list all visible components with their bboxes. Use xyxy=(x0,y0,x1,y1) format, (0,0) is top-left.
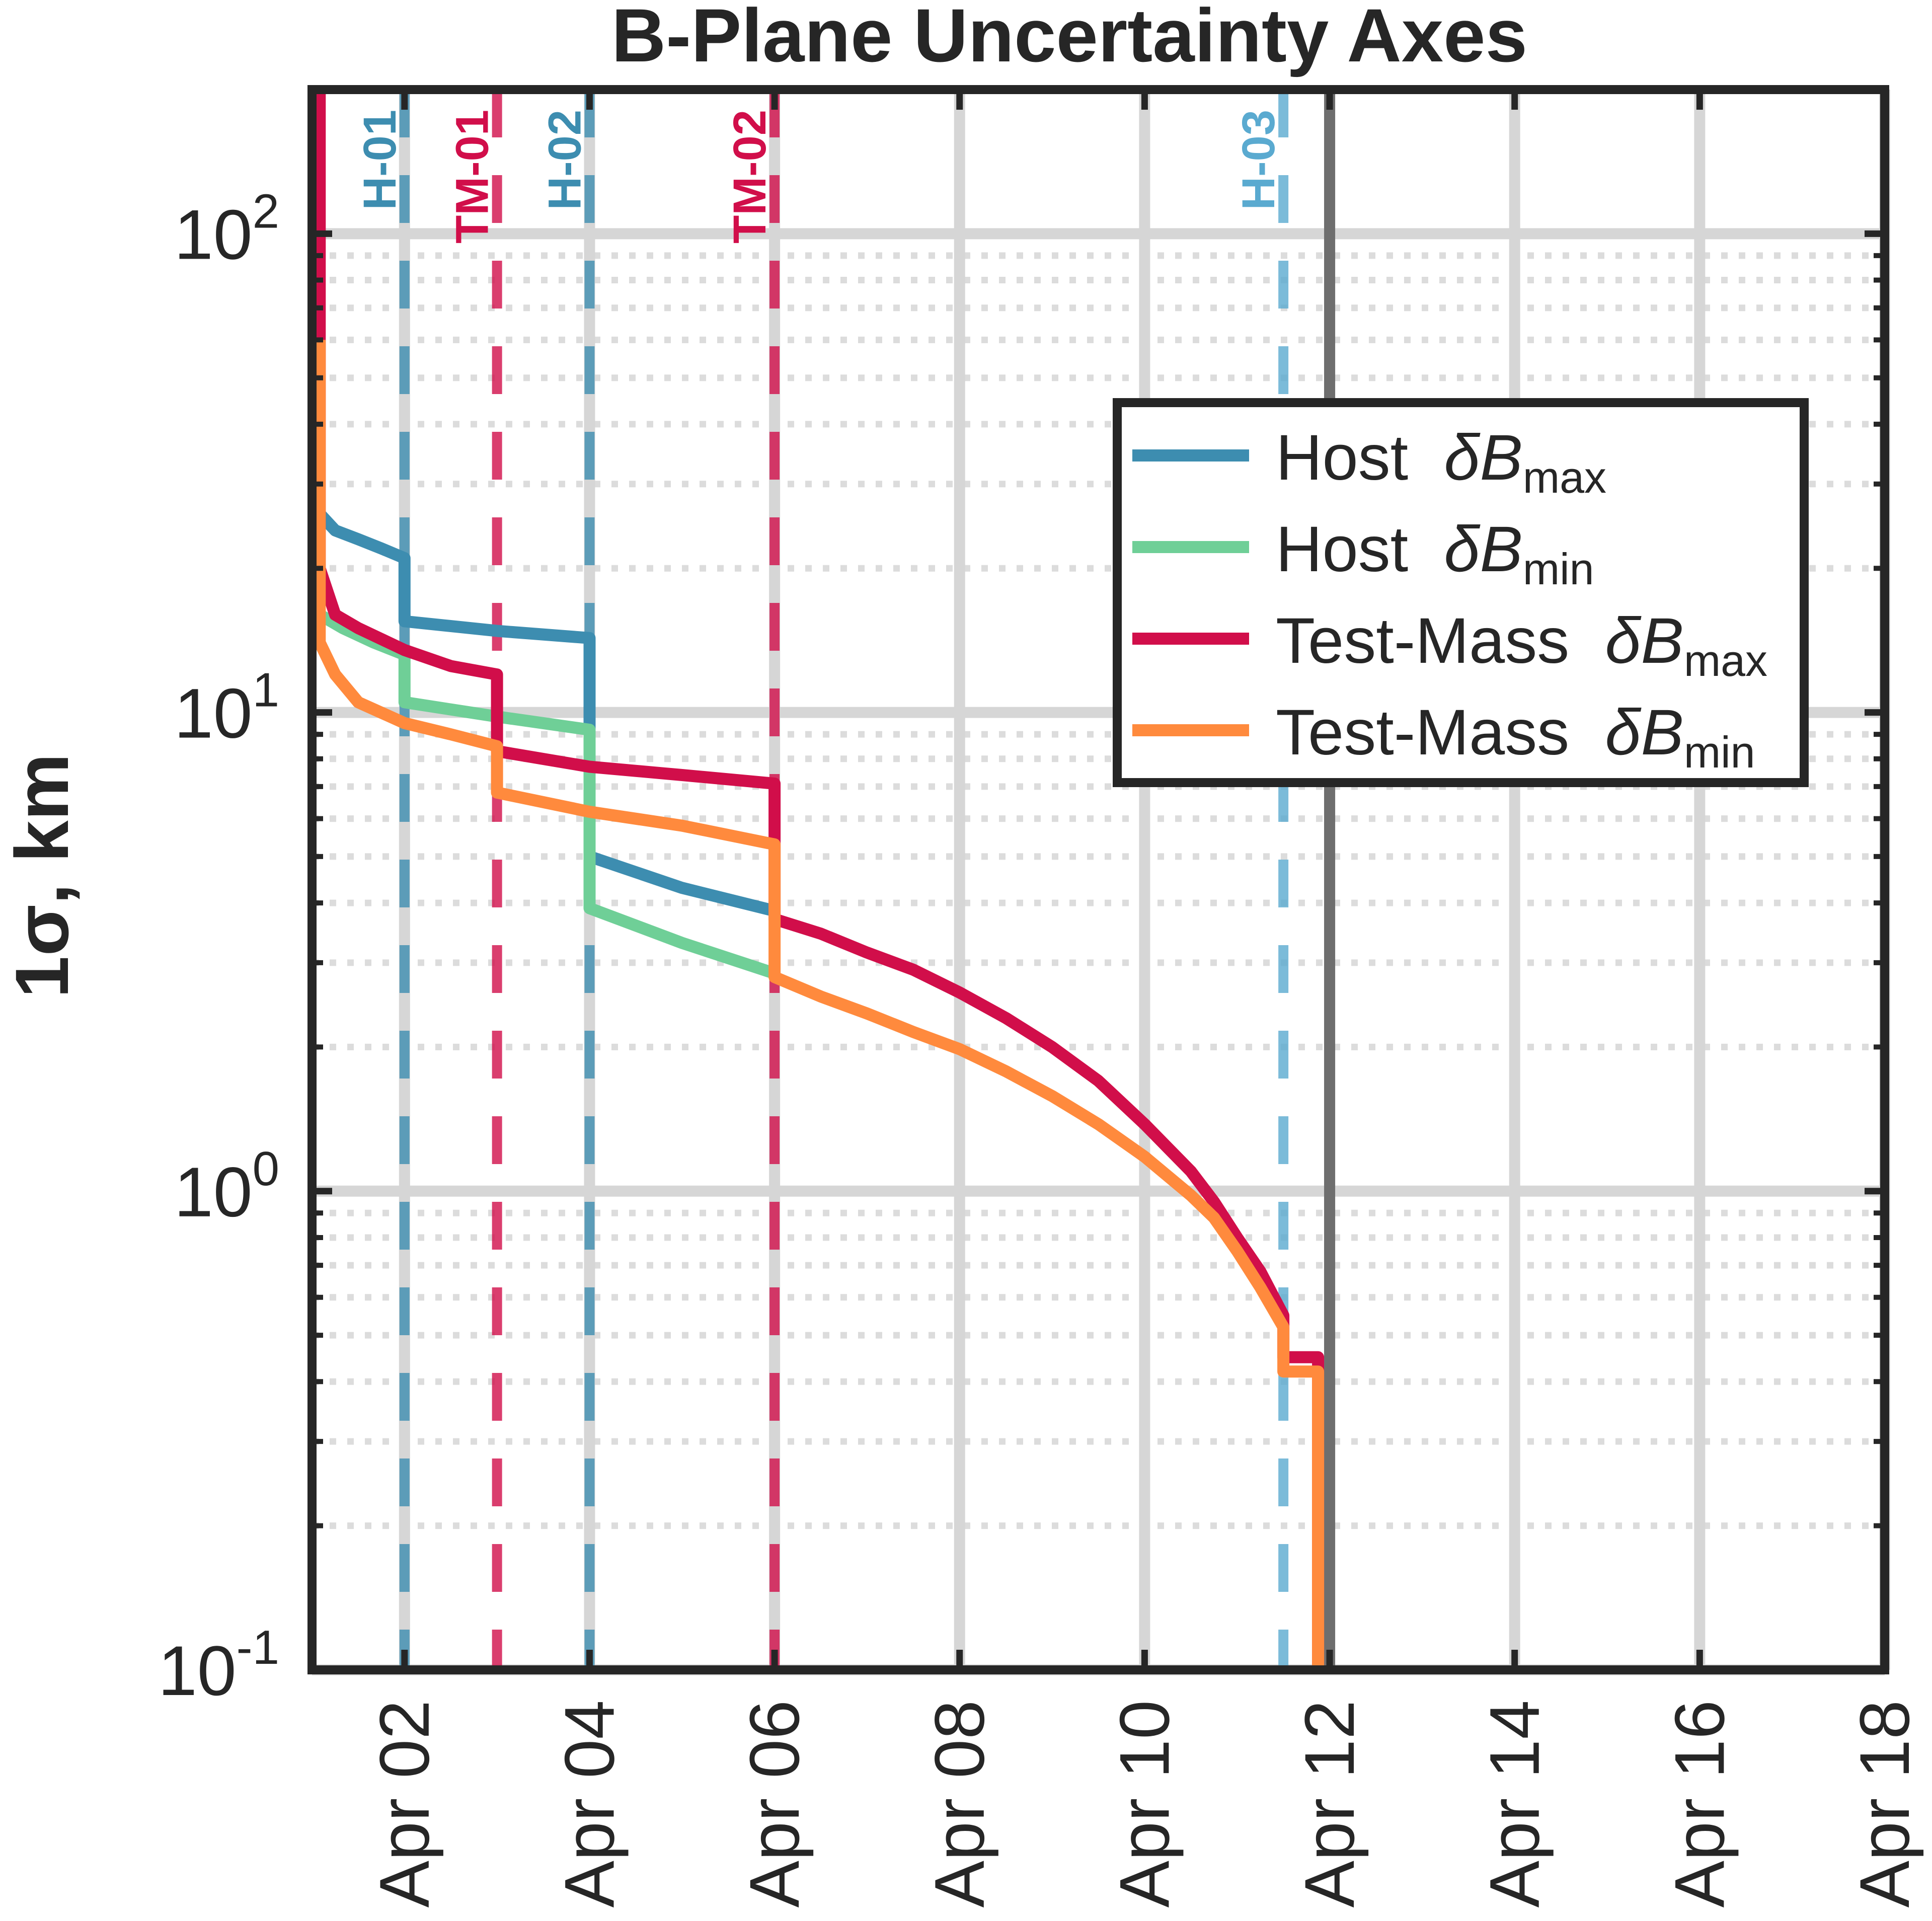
event-label: TM-01 xyxy=(447,110,498,244)
event-label: TM-02 xyxy=(724,110,776,244)
series-line xyxy=(317,609,777,979)
event-label: H-02 xyxy=(539,110,590,210)
legend: Host δBmax Host δBmin Test-Mass δBmax Test-… xyxy=(1113,398,1809,787)
x-tick-label: Apr 14 xyxy=(1475,1700,1554,1907)
chart-title: B-Plane Uncertainty Axes xyxy=(611,0,1527,78)
x-tick-label: Apr 10 xyxy=(1105,1700,1184,1907)
x-tick-label: Apr 16 xyxy=(1660,1700,1739,1907)
legend-label: Test-Mass δBmax xyxy=(1276,605,1767,685)
series-lines xyxy=(314,90,1325,1670)
plot-frame xyxy=(307,85,1889,1674)
event-label: H-03 xyxy=(1233,110,1284,210)
x-tick-label: Apr 08 xyxy=(920,1700,999,1907)
tick-marks xyxy=(312,90,1888,1673)
x-tick-label: Apr 04 xyxy=(550,1700,629,1907)
y-axis-label: 1σ, km xyxy=(0,753,84,998)
y-tick-label: 10-1 xyxy=(158,1621,279,1710)
plot-area: H-01 TM-01 H-02 TM-02 H-03 xyxy=(307,85,1890,1675)
x-tick-label: Apr 06 xyxy=(735,1700,814,1907)
x-tick-label: Apr 02 xyxy=(365,1700,444,1907)
y-tick-label: 100 xyxy=(174,1142,279,1232)
y-tick-label: 102 xyxy=(174,184,279,274)
x-tick-label: Apr 12 xyxy=(1290,1700,1369,1907)
x-tick-labels: Apr 02 Apr 04 Apr 06 Apr 08 Apr 10 Apr 12 Apr … xyxy=(365,1700,1924,1907)
legend-box xyxy=(1113,398,1809,787)
y-tick-label: 101 xyxy=(174,663,279,753)
event-label: H-01 xyxy=(354,110,406,210)
legend-label: Test-Mass δBmin xyxy=(1276,697,1755,777)
legend-label: Host δBmin xyxy=(1276,513,1594,594)
series-line xyxy=(314,340,1325,1670)
series-line xyxy=(315,509,776,917)
x-tick-label: Apr 18 xyxy=(1845,1700,1924,1907)
legend-label: Host δBmax xyxy=(1276,422,1606,502)
y-tick-labels: 10-1 100 101 102 xyxy=(158,184,279,1710)
series-line xyxy=(314,90,1325,1670)
